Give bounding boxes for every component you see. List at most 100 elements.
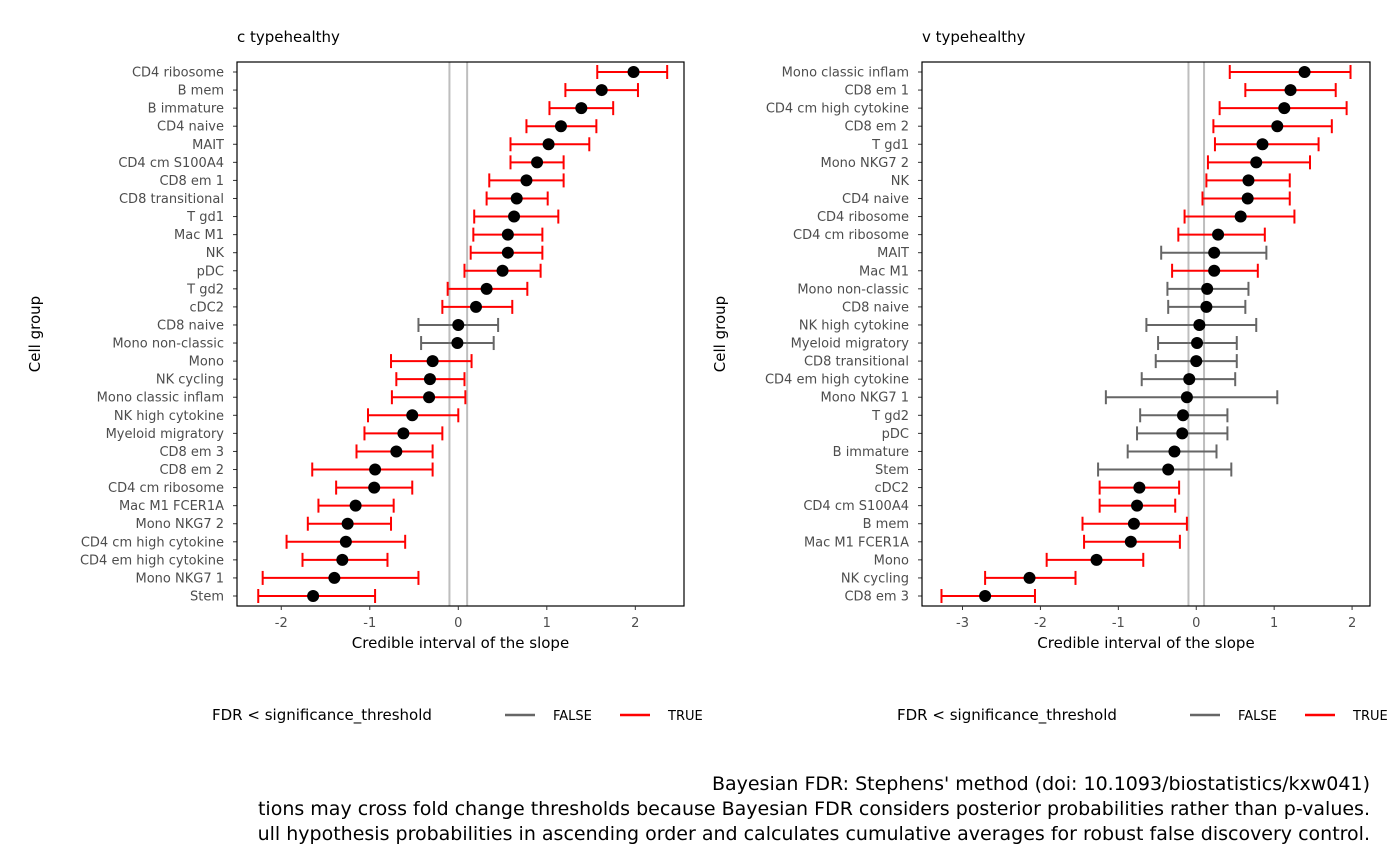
estimate-point [627, 66, 640, 78]
x-tick-label: -2 [1034, 616, 1047, 631]
estimate-point [1208, 264, 1221, 277]
y-tick-label: MAIT [877, 246, 909, 261]
x-tick-label: -1 [363, 616, 376, 631]
y-tick-label: CD4 ribosome [817, 210, 909, 225]
y-tick-label: Mono NKG7 2 [136, 517, 225, 532]
estimate-point [510, 192, 523, 205]
y-tick-label: Mono non-classic [112, 337, 224, 352]
estimate-point [397, 427, 410, 440]
estimate-point [390, 445, 403, 458]
estimate-point [531, 156, 544, 169]
row: NK high cytokine [114, 408, 460, 424]
y-tick-label: NK cycling [841, 571, 909, 586]
y-tick-label: CD8 transitional [119, 192, 224, 207]
estimate-point [339, 535, 352, 548]
x-tick-label: 2 [631, 616, 639, 631]
row: NK [891, 173, 1291, 189]
row: B mem [863, 516, 1188, 532]
panel-border [236, 61, 685, 607]
panel-title: v typehealthy [922, 28, 1026, 46]
row: T gd2 [186, 281, 529, 297]
panel-2: v typehealthy Mono classic inflam CD8 em 1… [711, 28, 1388, 725]
y-tick-label: NK high cytokine [114, 409, 224, 424]
y-tick-label: NK [891, 174, 910, 189]
row: CD8 transitional [119, 191, 549, 207]
estimate-point [1271, 120, 1284, 133]
x-tick-label: 1 [543, 616, 551, 631]
estimate-point [1212, 228, 1225, 241]
row: B immature [148, 101, 615, 117]
y-tick-label: Mono [874, 553, 909, 568]
x-tick-label: -2 [275, 616, 288, 631]
y-axis-label: Cell group [711, 296, 729, 372]
y-tick-label: CD8 em 1 [844, 84, 909, 99]
estimate-point [451, 337, 464, 350]
estimate-point [1124, 535, 1137, 548]
y-tick-label: CD8 em 2 [844, 120, 909, 135]
y-tick-label: Mac M1 [859, 264, 909, 279]
row: Mono [189, 354, 473, 370]
y-tick-label: Mono [189, 355, 224, 370]
panel-1: c typehealthy CD4 ribosome B mem B immature… [26, 28, 703, 725]
row: Mac M1 [174, 227, 544, 243]
x-axis-label: Credible interval of the slope [1037, 634, 1254, 652]
row: CD4 ribosome [132, 65, 669, 81]
y-tick-label: NK high cytokine [799, 318, 909, 333]
estimate-point [1131, 499, 1144, 512]
y-tick-label: CD4 cm high cytokine [81, 535, 224, 550]
row: Mono non-classic [797, 281, 1250, 297]
estimate-point [1256, 138, 1269, 151]
row: CD4 cm high cytokine [766, 101, 1348, 117]
estimate-point [1191, 337, 1204, 350]
row: CD4 cm ribosome [108, 480, 414, 496]
legend-label: FALSE [1238, 709, 1277, 724]
estimate-point [1023, 571, 1036, 584]
y-tick-label: CD8 em 1 [159, 174, 224, 189]
y-tick-label: T gd1 [871, 138, 909, 153]
panel-border [921, 61, 1371, 607]
estimate-point [1200, 300, 1213, 313]
estimate-point [1201, 282, 1214, 295]
row: T gd1 [871, 137, 1320, 153]
row: CD4 cm S100A4 [118, 155, 565, 171]
y-tick-label: T gd2 [186, 282, 224, 297]
row: MAIT [192, 137, 591, 153]
x-tick-label: -3 [956, 616, 969, 631]
y-tick-label: Mono NKG7 1 [821, 391, 910, 406]
estimate-point [1242, 174, 1255, 187]
row: Mono NKG7 2 [136, 516, 393, 532]
estimate-point [554, 120, 567, 133]
estimate-point [349, 499, 362, 512]
y-tick-label: pDC [197, 264, 224, 279]
row: Mac M1 FCER1A [804, 534, 1181, 550]
legend-title: FDR < significance_threshold [212, 706, 432, 725]
footer-line-1: Bayesian FDR: Stephens' method (doi: 10.… [711, 773, 1370, 795]
row: CD8 naive [842, 299, 1247, 315]
y-axis-label: Cell group [26, 296, 44, 372]
footer-line-2: tions may cross fold change thresholds b… [257, 798, 1370, 820]
row: B mem [178, 83, 639, 99]
row: CD4 ribosome [817, 209, 1296, 225]
row: NK cycling [156, 372, 466, 388]
y-tick-label: Stem [190, 590, 224, 605]
x-tick-label: 0 [1192, 616, 1200, 631]
estimate-point [1208, 246, 1221, 259]
row: Mono non-classic [112, 336, 495, 352]
row: Mono classic inflam [782, 65, 1352, 81]
y-tick-label: NK cycling [156, 373, 224, 388]
y-tick-label: CD8 em 3 [844, 590, 909, 605]
estimate-point [336, 553, 349, 566]
y-tick-label: CD4 naive [842, 192, 909, 207]
estimate-point [501, 246, 514, 259]
row: CD8 em 1 [159, 173, 565, 189]
y-tick-label: CD8 em 2 [159, 463, 224, 478]
y-tick-label: Stem [875, 463, 909, 478]
row: CD4 em high cytokine [80, 552, 389, 568]
row: Mono NKG7 1 [136, 570, 420, 586]
y-tick-label: CD4 em high cytokine [80, 553, 224, 568]
y-tick-label: B immature [833, 445, 909, 460]
y-tick-label: Myeloid migratory [791, 337, 910, 352]
estimate-point [1278, 102, 1291, 115]
y-tick-label: CD8 transitional [804, 355, 909, 370]
